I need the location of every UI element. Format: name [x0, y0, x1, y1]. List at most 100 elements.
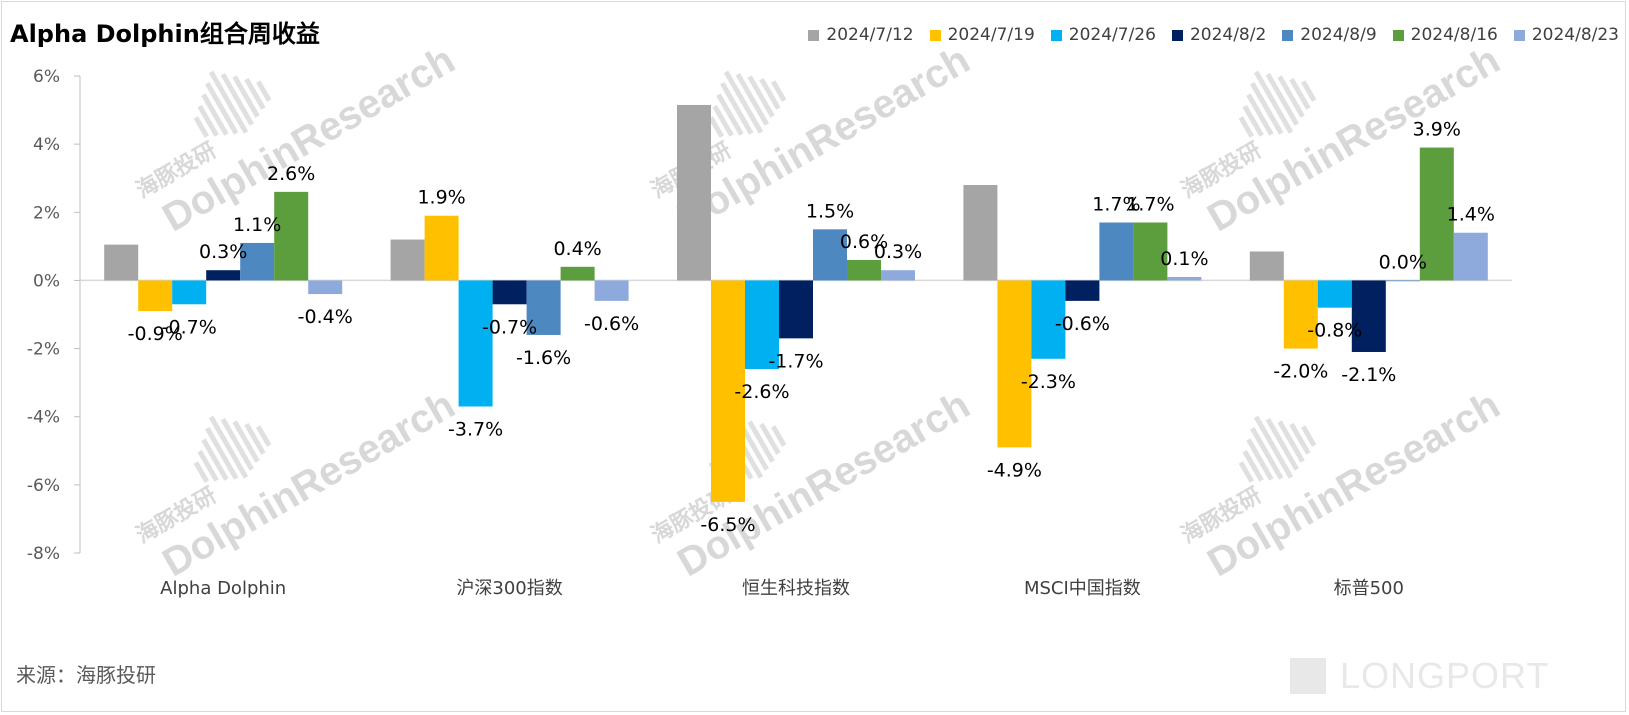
x-category-label: MSCI中国指数: [1024, 578, 1141, 599]
bar: [997, 280, 1032, 448]
bar: [711, 280, 745, 502]
watermark-stripe: [1250, 82, 1284, 135]
watermark-stripe: [197, 449, 219, 482]
legend-item: 2024/7/12: [808, 25, 914, 45]
bar: [560, 266, 595, 281]
bar: [813, 229, 847, 281]
bar: [1065, 280, 1100, 301]
bar: [424, 215, 459, 281]
data-label: -2.3%: [1021, 371, 1076, 393]
data-label: -0.4%: [298, 306, 353, 328]
data-label: -1.6%: [516, 347, 571, 369]
watermark-stripe: [747, 75, 775, 118]
y-tick-label: 4%: [33, 135, 60, 155]
watermark-stripe: [747, 420, 775, 463]
x-category-label: 恒生科技指数: [742, 578, 850, 599]
legend-item: 2024/8/2: [1171, 25, 1266, 45]
watermark-stripe: [220, 418, 254, 471]
watermark-stripe: [708, 116, 725, 138]
watermark-stripe: [1277, 75, 1305, 118]
chart-title: Alpha Dolphin组合周收益: [10, 20, 320, 48]
watermark-stripe: [208, 70, 249, 134]
watermark-stripe: [771, 80, 787, 102]
data-label: 3.9%: [1413, 119, 1461, 141]
bar: [963, 185, 998, 281]
y-tick-label: 6%: [33, 67, 60, 87]
y-tick-label: -4%: [27, 408, 60, 428]
data-label: 1.1%: [233, 214, 281, 236]
watermark-stripe: [759, 77, 781, 110]
watermark-stripe: [1277, 420, 1305, 463]
bar: [308, 280, 343, 295]
y-tick-label: 2%: [33, 203, 60, 223]
data-label: 1.4%: [1447, 204, 1495, 226]
bar: [1351, 280, 1386, 352]
bar: [390, 239, 425, 281]
watermark-stripe: [1253, 70, 1294, 134]
watermark-stripe: [201, 438, 229, 481]
bars-layer: [104, 104, 1488, 502]
bar: [104, 244, 139, 281]
legend-swatch: [808, 29, 820, 41]
data-label: -2.0%: [1273, 361, 1328, 383]
bar: [138, 280, 173, 312]
watermark-stripe: [716, 93, 744, 136]
bar: [779, 280, 813, 339]
data-labels-layer: -0.9% 1.9% -6.5% -4.9% -2.0% -0.7% -3.7% -2.6% -…: [128, 119, 1495, 536]
y-tick-label: -2%: [27, 340, 60, 360]
bar: [492, 280, 527, 305]
data-label: -0.6%: [584, 313, 639, 335]
x-category-label: Alpha Dolphin: [160, 578, 286, 599]
watermark-stripe: [1253, 415, 1294, 479]
watermark-stripe: [205, 82, 239, 135]
watermark-brand-en: DolphinResearch: [155, 38, 462, 241]
data-label: -4.9%: [987, 459, 1042, 481]
data-label: 0.4%: [553, 238, 601, 260]
bar: [526, 280, 561, 335]
watermark-stripe: [244, 77, 266, 110]
longport-logo: LONGPORT: [1290, 655, 1549, 697]
watermark-stripe: [1246, 438, 1274, 481]
watermark-stripe: [193, 116, 210, 138]
watermark-stripe: [759, 422, 781, 455]
legend-swatch: [929, 29, 941, 41]
chart-legend: 2024/7/12 2024/7/19 2024/7/26 2024/8/2 2024/…: [792, 25, 1619, 45]
data-label: 0.6%: [840, 231, 888, 253]
watermark-stripe: [232, 420, 260, 463]
bar: [1385, 280, 1420, 282]
data-label: 1.7%: [1092, 194, 1140, 216]
bar: [1317, 280, 1352, 308]
watermark-stripe: [771, 425, 787, 447]
watermark-stripe: [1238, 461, 1255, 483]
watermark-stripe: [1301, 80, 1317, 102]
watermark-stripe: [720, 82, 754, 135]
legend-label: 2024/7/19: [947, 25, 1035, 45]
data-label: -0.8%: [1307, 320, 1362, 342]
data-label: 0.3%: [199, 241, 247, 263]
y-tick-label: -6%: [27, 476, 60, 496]
data-label: -0.6%: [1055, 313, 1110, 335]
legend-item: 2024/7/19: [929, 25, 1035, 45]
watermark-brand-en: DolphinResearch: [1200, 383, 1507, 586]
watermark-stripe: [1265, 418, 1299, 471]
watermark-stripe: [1242, 104, 1264, 137]
data-label: 1.5%: [806, 200, 854, 222]
watermark-stripe: [208, 415, 249, 479]
data-label: 1.9%: [417, 187, 465, 209]
legend-swatch: [1513, 29, 1525, 41]
watermark-stripe: [201, 93, 229, 136]
bar: [1031, 280, 1066, 359]
legend-swatch: [1171, 29, 1183, 41]
bar: [1249, 251, 1284, 281]
watermark-stripe: [1250, 427, 1284, 480]
watermark-stripe: [723, 70, 764, 134]
watermark-stripe: [256, 425, 272, 447]
data-label: 1.7%: [1126, 194, 1174, 216]
longport-mark-icon: [1290, 658, 1326, 694]
watermark-stripe: [1289, 77, 1311, 110]
data-label: 0.1%: [1160, 248, 1208, 270]
